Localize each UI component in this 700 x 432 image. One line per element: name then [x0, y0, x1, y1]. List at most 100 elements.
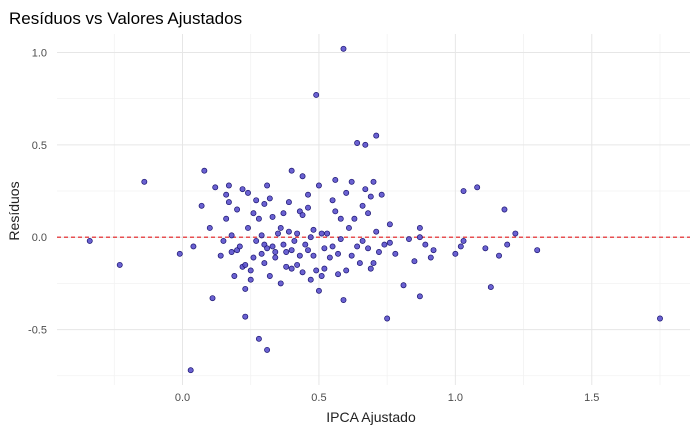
data-point: [283, 249, 290, 255]
data-point: [242, 285, 249, 292]
data-point: [345, 225, 352, 231]
data-point: [313, 92, 320, 98]
data-point: [253, 237, 260, 244]
data-point: [359, 237, 366, 244]
data-point: [280, 210, 287, 217]
data-point: [299, 173, 306, 180]
data-point: [236, 243, 243, 250]
y-tick-label: 0.0: [32, 232, 47, 244]
data-point: [343, 189, 350, 196]
data-point: [288, 265, 295, 272]
data-point: [277, 225, 284, 231]
data-point: [225, 199, 232, 206]
data-points: [86, 45, 663, 374]
data-point: [299, 212, 306, 218]
data-point: [272, 249, 279, 255]
data-point: [258, 232, 265, 239]
data-point: [245, 225, 251, 231]
data-point: [332, 208, 339, 215]
data-point: [354, 243, 361, 250]
data-point: [501, 206, 508, 213]
data-point: [512, 230, 519, 237]
data-point: [242, 261, 249, 268]
data-point: [324, 230, 331, 237]
data-point: [373, 132, 380, 139]
data-point: [305, 191, 311, 198]
data-point: [296, 252, 303, 259]
data-point: [335, 250, 341, 257]
x-axis-ticks: 0.0 0.5 1.0 1.5: [175, 392, 600, 404]
data-point: [427, 254, 434, 261]
data-point: [253, 197, 260, 204]
data-point: [283, 263, 290, 270]
data-point: [392, 250, 399, 257]
data-point: [242, 313, 249, 320]
x-axis-title: IPCA Ajustado: [326, 409, 416, 425]
y-tick-label: 0.5: [32, 140, 47, 152]
data-point: [359, 202, 366, 209]
data-point: [231, 273, 238, 279]
data-point: [302, 241, 309, 248]
data-point: [370, 178, 377, 185]
data-point: [326, 254, 333, 261]
data-point: [310, 252, 317, 259]
data-point: [332, 176, 339, 183]
data-point: [416, 293, 423, 300]
data-point: [384, 315, 391, 322]
data-point: [348, 178, 355, 185]
data-point: [187, 367, 194, 374]
data-point: [291, 237, 298, 244]
data-point: [362, 141, 369, 148]
data-point: [217, 252, 224, 259]
data-point: [351, 215, 358, 222]
data-point: [362, 186, 369, 193]
data-point: [288, 247, 295, 254]
x-tick-label: 1.5: [584, 392, 599, 404]
data-point: [294, 261, 301, 268]
data-point: [272, 254, 279, 261]
grid-lines: [57, 34, 690, 385]
data-point: [400, 282, 407, 289]
data-point: [310, 226, 317, 233]
data-point: [370, 260, 377, 267]
data-point: [277, 280, 284, 287]
data-point: [373, 228, 380, 235]
data-point: [504, 241, 511, 248]
data-point: [386, 221, 393, 228]
data-point: [280, 241, 287, 248]
data-point: [247, 276, 254, 283]
data-point: [245, 189, 251, 196]
data-point: [348, 252, 355, 259]
y-tick-label: 1.0: [32, 47, 47, 59]
data-point: [411, 258, 418, 265]
data-point: [340, 45, 347, 52]
data-point: [261, 260, 268, 267]
data-point: [335, 271, 341, 278]
data-point: [86, 237, 93, 244]
data-point: [367, 265, 374, 272]
data-point: [430, 247, 437, 254]
data-point: [176, 250, 183, 257]
data-point: [285, 199, 292, 206]
data-point: [318, 273, 325, 279]
data-point: [190, 243, 197, 250]
data-point: [223, 215, 230, 222]
data-point: [266, 273, 273, 279]
data-point: [264, 245, 271, 252]
data-point: [228, 249, 235, 255]
data-point: [247, 267, 254, 274]
data-point: [416, 234, 423, 241]
data-point: [337, 236, 344, 243]
data-point: [294, 230, 301, 237]
data-point: [474, 184, 481, 191]
data-point: [315, 287, 322, 294]
data-point: [381, 241, 388, 248]
data-point: [534, 247, 541, 254]
data-point: [258, 250, 265, 257]
data-point: [378, 191, 385, 198]
chart-title: Resíduos vs Valores Ajustados: [9, 9, 242, 28]
data-point: [206, 225, 213, 231]
data-point: [264, 182, 271, 189]
data-point: [376, 249, 382, 255]
data-point: [354, 140, 361, 146]
